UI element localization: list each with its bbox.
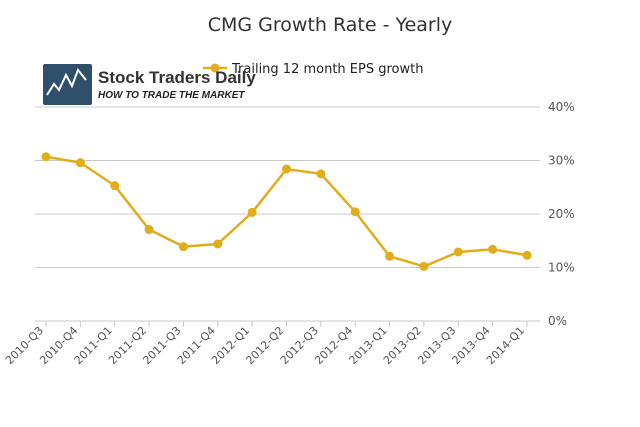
legend-swatch-marker: [210, 63, 220, 73]
data-point[interactable]: [385, 251, 395, 261]
x-axis-ticks: 2010-Q32010-Q42011-Q12011-Q22011-Q32011-…: [3, 321, 528, 367]
chart-title: CMG Growth Rate - Yearly: [208, 14, 453, 36]
logo-name: Stock Traders Daily: [98, 68, 256, 87]
logo-chart-icon: [43, 64, 92, 105]
legend-label: Trailing 12 month EPS growth: [231, 62, 423, 77]
data-point[interactable]: [41, 152, 51, 162]
y-tick-label: 40%: [548, 100, 575, 114]
data-point[interactable]: [213, 239, 223, 249]
logo-chart-line-icon: [46, 68, 87, 96]
data-point[interactable]: [282, 164, 291, 174]
y-tick-label: 30%: [548, 154, 575, 168]
data-point[interactable]: [247, 207, 257, 217]
logo: Stock Traders Daily HOW TO TRADE THE MAR…: [43, 64, 256, 105]
data-point[interactable]: [316, 169, 326, 179]
data-point[interactable]: [488, 244, 498, 254]
data-point[interactable]: [419, 261, 429, 271]
grid-lines: [35, 106, 540, 322]
legend: Trailing 12 month EPS growth: [203, 62, 423, 77]
data-point[interactable]: [75, 158, 85, 168]
data-point[interactable]: [350, 207, 360, 217]
y-tick-label: 10%: [548, 261, 575, 275]
data-point[interactable]: [453, 247, 463, 257]
x-tick-label: 2014-Q1: [484, 324, 527, 367]
y-tick-label: 20%: [548, 207, 575, 221]
y-axis-ticks: 0% 10% 20% 30% 40%: [548, 100, 575, 328]
y-tick-label: 0%: [548, 314, 567, 328]
logo-tagline: HOW TO TRADE THE MARKET: [98, 90, 245, 101]
data-point[interactable]: [144, 225, 154, 235]
data-point[interactable]: [522, 250, 532, 260]
data-point[interactable]: [110, 181, 120, 191]
data-point[interactable]: [178, 242, 188, 252]
series-group: [41, 152, 532, 271]
